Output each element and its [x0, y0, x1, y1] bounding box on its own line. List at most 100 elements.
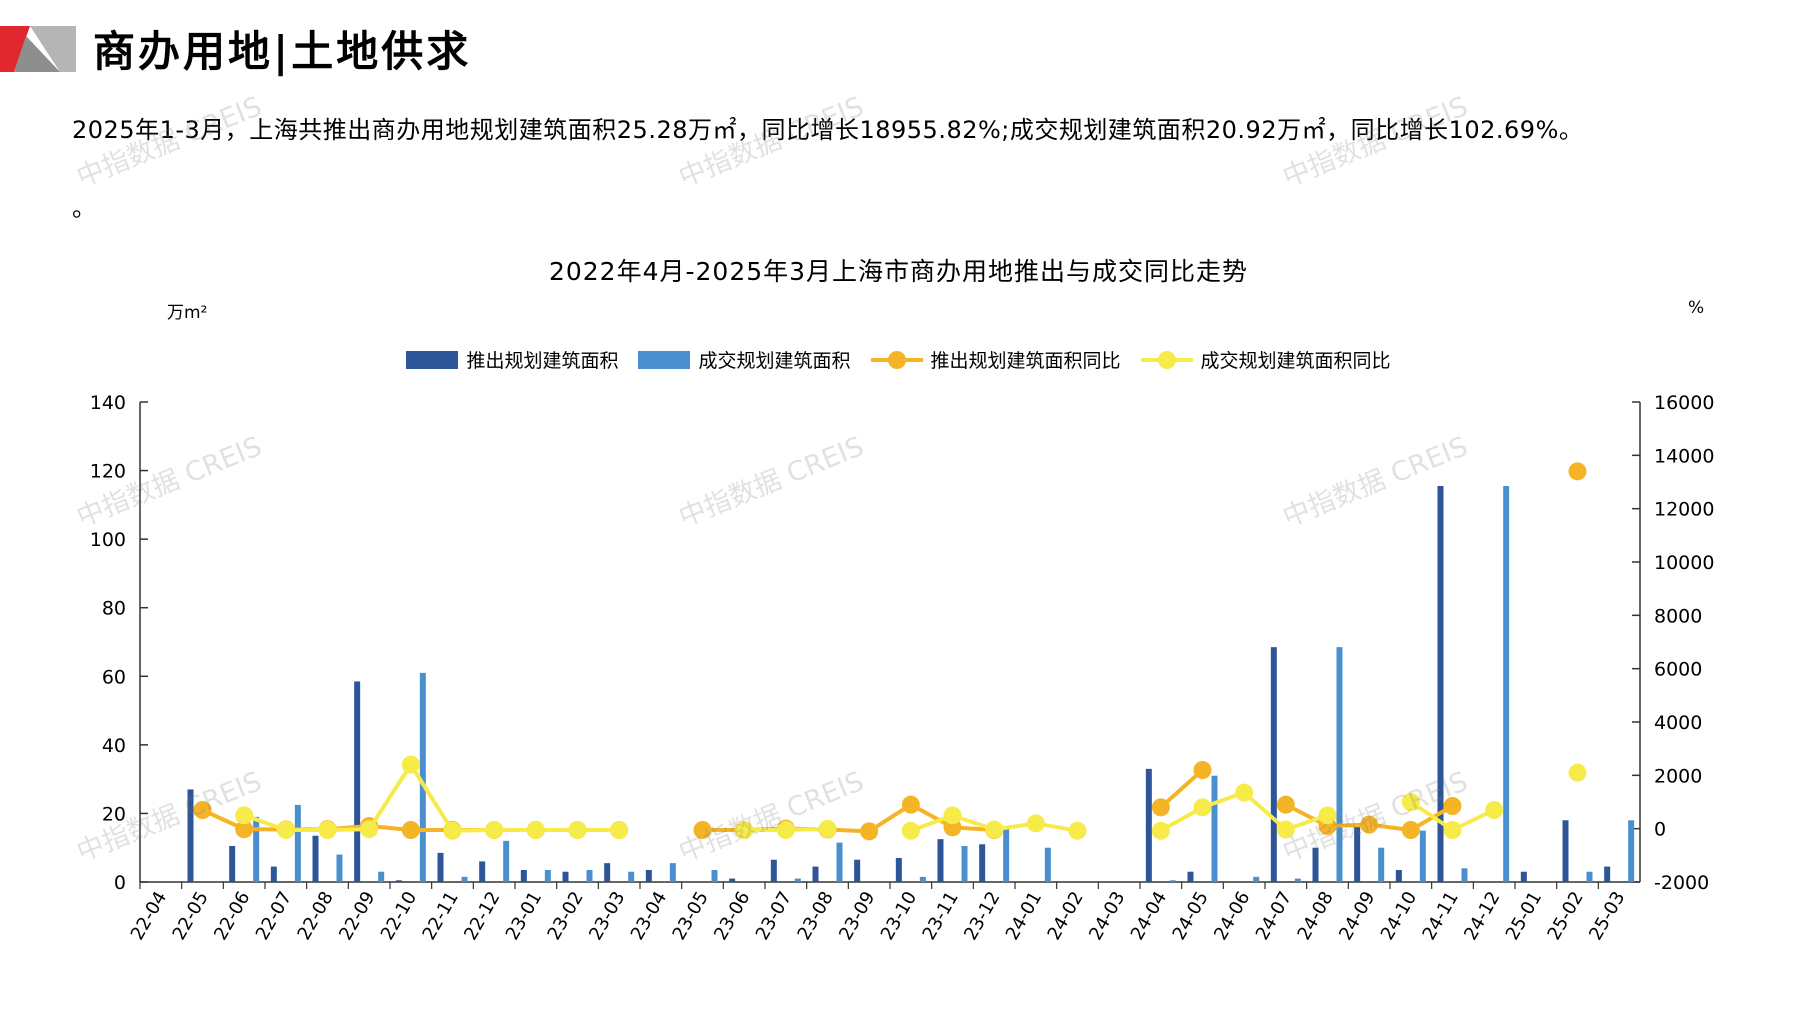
- x-axis-tick-label: 23-12: [960, 888, 1004, 944]
- point-deal-yoy: [776, 821, 795, 839]
- bar-supply-area: [979, 844, 986, 882]
- point-deal-yoy: [1151, 821, 1170, 840]
- right-axis-tick-label: 16000: [1654, 392, 1714, 414]
- point-deal-yoy: [1193, 798, 1212, 817]
- x-axis-tick-label: 24-12: [1460, 888, 1504, 944]
- bar-supply-area: [604, 863, 611, 882]
- right-axis-tick-label: 2000: [1654, 765, 1702, 787]
- bar-supply-area: [937, 839, 944, 882]
- bar-deal-area: [1419, 830, 1426, 882]
- point-supply-yoy: [193, 801, 212, 819]
- bar-supply-area: [1604, 866, 1611, 882]
- bar-supply-area: [812, 866, 819, 882]
- bar-supply-area: [1437, 486, 1444, 882]
- x-axis-tick-label: 22-11: [418, 888, 462, 944]
- bar-deal-area: [1503, 486, 1510, 882]
- x-axis-tick-label: 22-08: [293, 888, 337, 944]
- line-supply-yoy: [1159, 768, 1204, 809]
- point-supply-yoy: [901, 795, 920, 814]
- x-axis-tick-label: 24-11: [1418, 888, 1462, 944]
- point-deal-yoy: [1068, 821, 1087, 840]
- bar-deal-area: [1336, 647, 1343, 882]
- point-supply-yoy: [401, 821, 420, 839]
- x-axis-tick-label: 23-04: [627, 888, 671, 944]
- bar-supply-area: [437, 852, 444, 882]
- x-axis-tick-label: 25-03: [1585, 888, 1629, 944]
- summary-tail: 。: [72, 194, 96, 222]
- bar-deal-area: [711, 870, 718, 882]
- x-axis-tick-label: 24-08: [1293, 888, 1337, 944]
- bar-deal-area: [1461, 868, 1468, 882]
- bar-deal-area: [794, 878, 801, 882]
- page-title: 商办用地|土地供求: [93, 27, 472, 76]
- point-deal-yoy: [360, 820, 379, 839]
- x-axis-tick-label: 23-01: [502, 888, 546, 944]
- x-axis-tick-label: 22-05: [168, 888, 212, 944]
- point-deal-yoy: [1401, 793, 1420, 811]
- left-axis-unit: 万m²: [167, 303, 208, 323]
- chart-title: 2022年4月-2025年3月上海市商办用地推出与成交同比走势: [548, 257, 1249, 286]
- point-deal-yoy: [1276, 820, 1295, 839]
- x-axis-tick-label: 24-10: [1377, 888, 1421, 944]
- x-axis-tick-label: 24-02: [1043, 888, 1087, 944]
- x-axis-tick-label: 24-09: [1335, 888, 1379, 944]
- legend-label-deal-area: 成交规划建筑面积: [698, 350, 851, 372]
- point-deal-yoy: [526, 821, 545, 839]
- bar-deal-area: [919, 876, 926, 882]
- bar-supply-area: [895, 858, 902, 882]
- legend-swatch-supply-yoy: [870, 350, 923, 370]
- point-deal-yoy: [401, 755, 420, 774]
- left-axis-tick-label: 100: [90, 529, 126, 551]
- x-axis-tick-label: 24-04: [1127, 888, 1171, 944]
- bar-supply-area: [645, 870, 652, 882]
- x-axis-tick-label: 25-01: [1502, 888, 1546, 944]
- legend-swatch-deal-area: [638, 350, 691, 369]
- x-axis-tick-label: 23-06: [710, 888, 754, 944]
- point-deal-yoy: [818, 819, 837, 838]
- point-supply-yoy: [1276, 795, 1295, 814]
- x-axis-tick-label: 23-03: [585, 888, 629, 944]
- point-deal-yoy: [943, 806, 962, 825]
- point-deal-yoy: [276, 821, 295, 839]
- bar-deal-area: [1211, 775, 1218, 882]
- left-axis-tick-label: 60: [102, 666, 126, 688]
- right-axis-tick-label: 12000: [1654, 499, 1714, 521]
- x-axis-tick-label: 24-01: [1002, 888, 1046, 944]
- x-axis-tick-label: 24-05: [1168, 888, 1212, 944]
- bar-supply-area: [729, 878, 736, 882]
- point-deal-yoy: [1235, 783, 1254, 802]
- bar-supply-area: [1187, 871, 1194, 882]
- x-axis-tick-label: 22-09: [335, 888, 379, 944]
- x-axis-tick-label: 22-12: [460, 888, 504, 944]
- left-axis-tick-label: 140: [90, 392, 126, 414]
- bar-supply-area: [479, 861, 486, 882]
- left-axis-tick-label: 20: [102, 803, 126, 825]
- legend-label-deal-yoy: 成交规划建筑面积同比: [1200, 350, 1391, 372]
- point-deal-yoy: [735, 821, 754, 839]
- right-axis-tick-label: 14000: [1654, 445, 1714, 467]
- point-deal-yoy: [1026, 814, 1045, 833]
- legend-item-supply-yoy: 推出规划建筑面积同比: [870, 346, 1121, 373]
- point-supply-yoy: [1568, 462, 1587, 481]
- x-axis-tick-label: 24-03: [1085, 888, 1129, 944]
- bar-deal-area: [544, 870, 551, 882]
- point-deal-yoy: [901, 821, 920, 840]
- x-axis-tick-label: 22-10: [377, 888, 421, 944]
- bar-supply-area: [312, 835, 319, 882]
- x-axis-tick-label: 23-08: [793, 888, 837, 944]
- bar-deal-area: [1044, 847, 1051, 882]
- point-supply-yoy: [1151, 798, 1170, 817]
- legend-swatch-supply-area: [406, 350, 459, 369]
- point-supply-yoy: [693, 821, 712, 839]
- bar-deal-area: [461, 876, 468, 882]
- bar-supply-area: [520, 870, 527, 882]
- bar-deal-area: [1586, 871, 1593, 882]
- x-axis-tick-label: 23-10: [877, 888, 921, 944]
- x-axis-tick-label: 24-07: [1252, 888, 1296, 944]
- bar-supply-area: [187, 789, 194, 882]
- line-deal-yoy: [243, 762, 620, 833]
- right-axis-tick-label: 8000: [1654, 605, 1702, 627]
- bar-deal-area: [294, 804, 301, 882]
- legend-item-deal-yoy: 成交规划建筑面积同比: [1140, 346, 1391, 373]
- bar-deal-area: [1253, 876, 1260, 882]
